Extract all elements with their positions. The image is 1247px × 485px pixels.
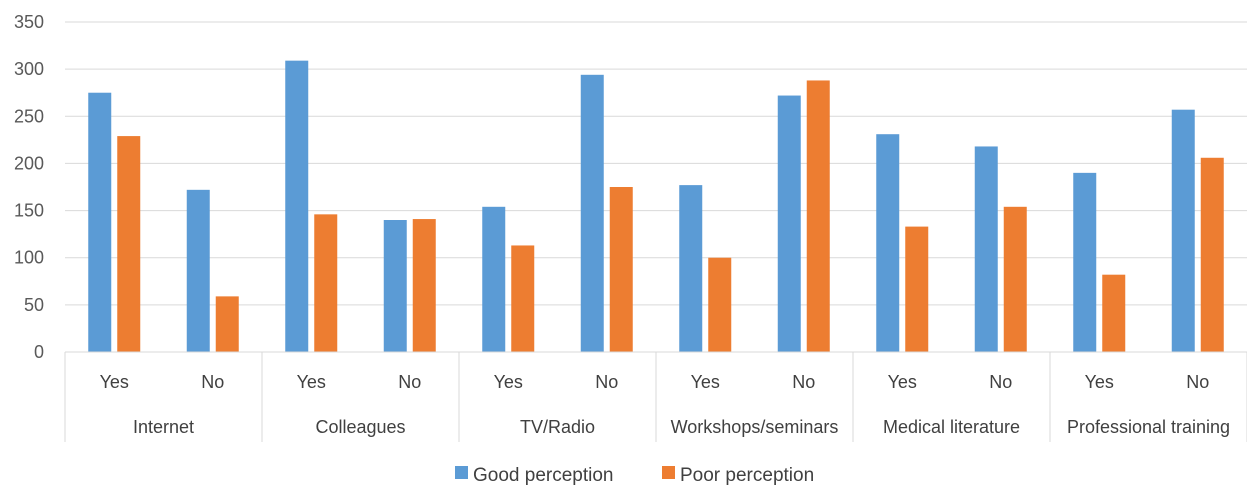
bar-good-3-0 [679,185,703,352]
legend-swatch-good [455,466,468,479]
category-label: Yes [888,372,917,392]
y-tick-label: 250 [14,106,44,126]
bar-poor-3-1 [806,80,830,352]
bar-poor-4-0 [905,226,929,352]
bar-poor-3-0 [708,257,732,352]
y-tick-label: 150 [14,201,44,221]
category-label: No [595,372,618,392]
y-tick-label: 300 [14,59,44,79]
bar-poor-4-1 [1003,206,1027,352]
y-tick-label: 50 [24,295,44,315]
category-label: No [792,372,815,392]
bar-good-2-1 [580,74,604,353]
group-label: Workshops/seminars [671,417,839,437]
bar-good-5-0 [1073,172,1097,352]
bar-good-1-1 [383,220,407,352]
bar-good-5-1 [1171,109,1195,352]
y-tick-label: 100 [14,248,44,268]
category-label: Yes [100,372,129,392]
bar-poor-2-0 [511,245,535,352]
bar-poor-1-0 [314,214,338,352]
category-label: Yes [494,372,523,392]
legend-label: Poor perception [680,465,814,485]
group-label: TV/Radio [520,417,595,437]
category-label: Yes [691,372,720,392]
gridlines [65,21,1247,353]
group-label: Internet [133,417,194,437]
legend-swatch-poor [662,466,675,479]
y-tick-label: 0 [34,342,44,362]
x-axis: Yes No Internet Yes No Colleagues Yes No TV/Radi… [64,351,1247,442]
y-tick-label: 200 [14,153,44,173]
bar-good-2-0 [482,206,506,352]
category-label: Yes [1085,372,1114,392]
bar-poor-1-1 [412,219,436,352]
group-label: Medical literature [883,417,1020,437]
bar-good-4-0 [876,134,900,352]
bar-poor-0-1 [215,296,239,352]
bar-poor-2-1 [609,187,633,352]
bar-poor-5-1 [1200,157,1224,352]
category-label: No [201,372,224,392]
group-label: Professional training [1067,417,1230,437]
y-axis-tick-labels: 0 50 100 150 200 250 300 350 [14,12,44,362]
category-label: Yes [297,372,326,392]
bar-poor-0-0 [117,136,141,352]
category-label: No [989,372,1012,392]
bars [88,60,1224,353]
bar-good-3-1 [777,95,801,353]
y-tick-label: 350 [14,12,44,32]
bar-good-0-1 [186,189,210,352]
group-label: Colleagues [315,417,405,437]
category-label: No [1186,372,1209,392]
bar-good-4-1 [974,146,998,352]
legend: Good perception Poor perception [455,465,814,485]
bar-poor-5-0 [1102,274,1126,352]
bar-good-0-0 [88,92,112,352]
category-label: No [398,372,421,392]
legend-label: Good perception [473,465,614,485]
bar-good-1-0 [285,60,309,353]
